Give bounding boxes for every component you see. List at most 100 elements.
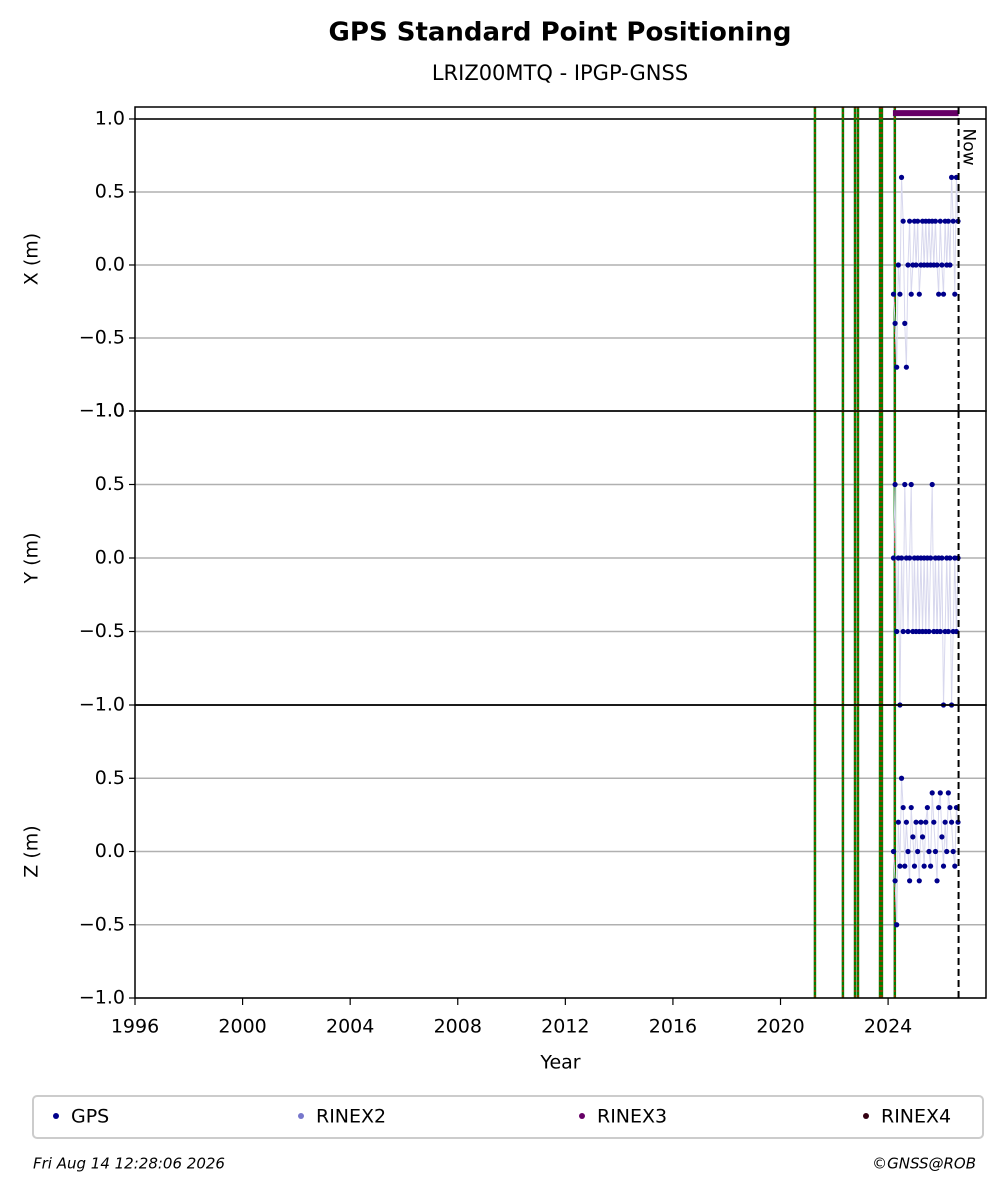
y-tick-label: 0.0 [95,547,125,569]
y-tick-label: 0.0 [95,253,125,275]
data-point [913,819,919,825]
legend-label: GPS [71,1106,109,1128]
data-point [950,848,956,855]
data-point [947,262,953,268]
data-point [911,863,918,869]
data-point [937,628,943,635]
legend-box [32,1095,984,1139]
now-label: Now [959,128,979,165]
data-point [890,555,897,561]
data-point [902,863,908,869]
data-point [950,218,956,224]
data-point [894,922,900,928]
data-point [927,555,934,561]
x-tick-label: 2012 [541,1016,589,1038]
data-point [924,804,930,811]
data-point [945,790,951,796]
data-point [902,481,908,488]
data-point [932,848,939,855]
data-point [913,262,919,268]
data-point [898,775,905,781]
data-trace [892,484,959,706]
data-point [939,834,945,840]
data-point [908,481,914,488]
data-point [944,848,950,855]
data-point [892,481,898,488]
y-tick-label: 0.5 [95,473,125,495]
data-point [915,848,921,855]
data-point [945,628,951,635]
data-point [948,174,955,180]
data-point [895,262,901,268]
y-tick-label: −1.0 [79,694,125,716]
data-point [947,555,953,561]
x-tick-label: 2024 [864,1016,912,1038]
data-point [890,291,897,297]
y-axis-label: Z (m) [21,825,43,877]
x-tick-label: 1996 [111,1016,159,1038]
y-tick-label: 1.0 [95,400,125,422]
y-tick-label: −0.5 [79,620,125,642]
data-point [929,481,935,488]
data-point [937,790,943,796]
x-tick-label: 2016 [649,1016,697,1038]
y-tick-label: 0.5 [95,767,125,789]
data-point [895,819,901,825]
x-axis-label: Year [539,1052,580,1074]
data-point [927,863,934,869]
footer-left: Fri Aug 14 12:28:06 2026 [33,1155,225,1173]
data-point [905,262,911,268]
legend-marker [53,1113,59,1119]
data-point [939,555,945,561]
data-point [918,819,924,825]
data-point [908,804,914,811]
data-point [952,291,958,297]
data-point [900,218,906,224]
data-point [900,804,906,811]
data-point [892,320,898,326]
x-tick-label: 2020 [756,1016,804,1038]
x-tick-label: 2008 [434,1016,482,1038]
data-point [907,555,913,561]
data-point [898,555,905,561]
data-point [952,863,958,869]
data-point [937,218,943,224]
data-point [947,804,953,811]
y-tick-label: 0.5 [95,180,125,202]
y-tick-label: 1.0 [95,107,125,129]
data-point [916,878,922,884]
x-tick-label: 2004 [326,1016,374,1038]
data-point [929,790,935,796]
data-point [897,291,903,297]
y-tick-label: −0.5 [79,913,125,935]
data-point [934,878,940,884]
y-axis-label: X (m) [21,233,43,285]
chart-title: GPS Standard Point Positioning [329,18,792,48]
data-point [894,364,900,370]
data-point [908,291,914,297]
data-point [894,628,900,635]
data-point [910,834,916,840]
data-point [916,291,922,297]
data-point [902,320,908,326]
data-point [934,262,940,268]
data-point [936,804,942,811]
y-tick-label: −1.0 [79,987,125,1009]
legend-marker [579,1113,585,1119]
data-point [905,628,911,635]
data-point [903,364,909,370]
y-axis-label: Y (m) [21,533,43,585]
data-point [931,819,937,825]
data-point [936,291,942,297]
data-point [940,863,947,869]
data-point [926,848,932,855]
data-point [945,218,951,224]
data-point [890,848,897,855]
data-point [898,174,905,180]
legend-label: RINEX2 [316,1106,386,1128]
data-point [907,218,913,224]
legend-label: RINEX3 [597,1106,667,1128]
data-point [932,218,939,224]
data-point [919,834,926,840]
